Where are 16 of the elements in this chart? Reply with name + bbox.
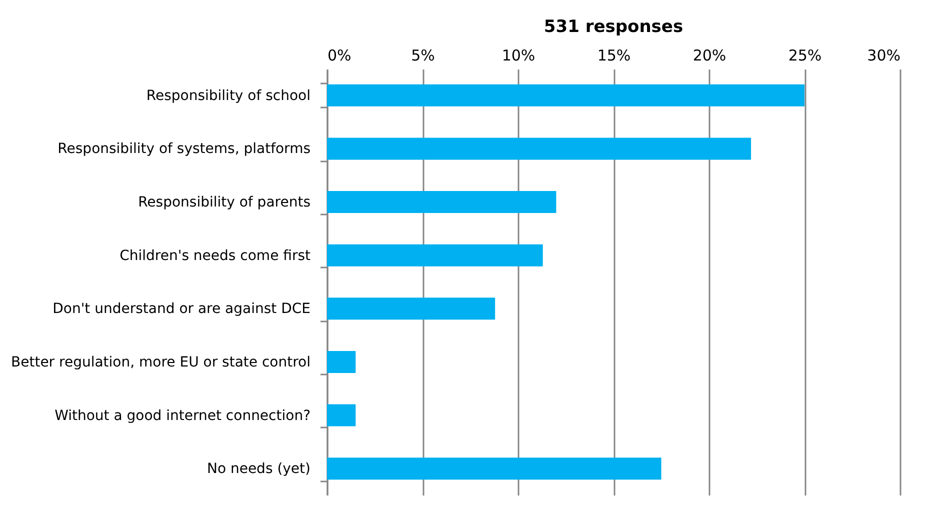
x-tick-label: 15% [597,46,631,64]
chart-title: 531 responses [544,17,684,37]
y-tick-label: Don't understand or are against DCE [52,301,310,318]
x-tick-label: 30% [867,46,900,64]
y-tick-label: Responsibility of school [146,88,310,104]
y-tick-label: Without a good internet connection? [54,408,310,424]
x-tick-label: 20% [692,46,726,64]
y-tick-label: No needs (yet) [206,461,310,478]
x-tick-label: 0% [328,46,352,64]
y-tick-label: Responsibility of systems, platforms [58,141,310,158]
y-tick-label: Responsibility of parents [138,194,310,211]
x-tick-label: 5% [411,46,435,64]
x-tick-label: 25% [788,46,822,64]
x-tick-label: 10% [502,46,536,64]
y-tick-label: Children's needs come first [120,248,311,264]
y-tick-label: Better regulation, more EU or state control [11,354,310,370]
